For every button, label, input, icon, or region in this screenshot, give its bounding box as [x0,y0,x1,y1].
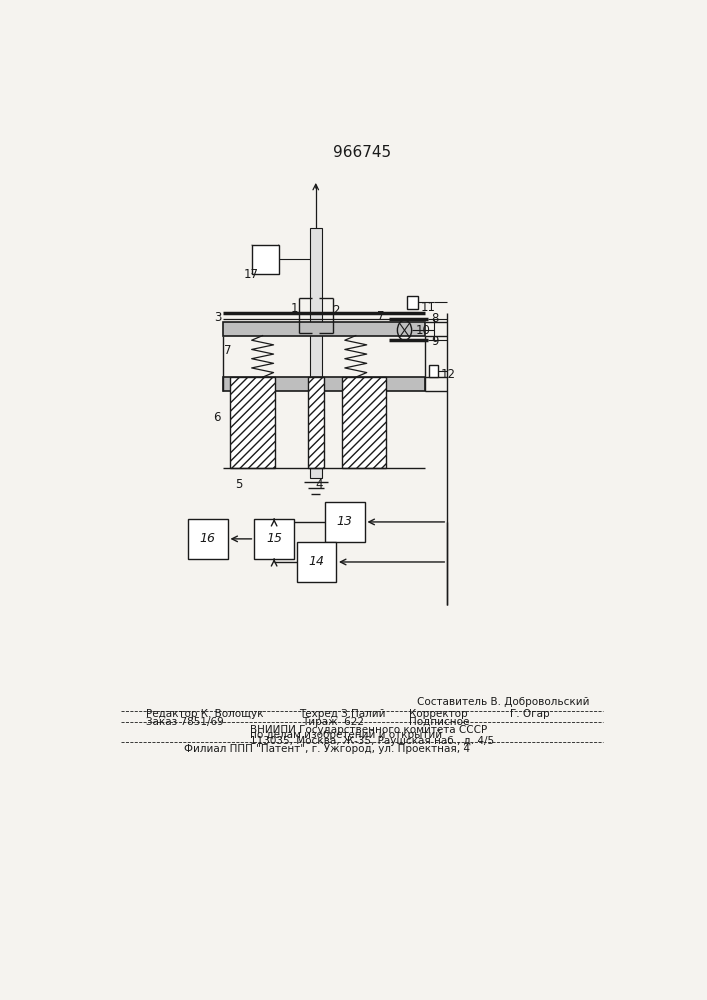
Text: Подписное: Подписное [409,717,469,727]
Text: 15: 15 [266,532,282,545]
Text: Редактор К. Волощук: Редактор К. Волощук [146,709,264,719]
Bar [341,377,387,468]
Text: 10: 10 [416,324,431,337]
Text: Тираж  622: Тираж 622 [302,717,364,727]
Bar [310,228,322,478]
Text: 12: 12 [440,368,456,381]
Text: 16: 16 [200,532,216,545]
Bar [230,377,275,468]
Text: 11: 11 [421,301,436,314]
Bar [429,365,438,377]
Bar [223,322,426,336]
Text: Заказ 7851/69: Заказ 7851/69 [146,717,223,727]
Bar [407,296,419,309]
Text: 17: 17 [243,267,259,280]
Text: 6: 6 [214,411,221,424]
Text: ВНИИПИ Государственного комитета СССР: ВНИИПИ Государственного комитета СССР [250,725,487,735]
Bar [188,519,228,559]
Bar [325,502,365,542]
Bar [223,377,426,391]
Text: Корректор: Корректор [409,709,467,719]
Text: Составитель В. Добровольский: Составитель В. Добровольский [417,697,590,707]
Text: Техред З.Палий: Техред З.Палий [299,709,386,719]
Text: Г. Огар: Г. Огар [510,709,550,719]
Text: 7: 7 [377,310,385,323]
Text: 8: 8 [431,312,439,325]
Text: 5: 5 [235,478,243,491]
Text: 13: 13 [337,515,353,528]
Text: 113035, Москва, Ж-35, Раушская наб., д. 4/5: 113035, Москва, Ж-35, Раушская наб., д. … [250,736,494,746]
Text: 9: 9 [431,335,439,348]
Text: 2: 2 [332,304,339,317]
Bar [252,245,279,274]
Text: 1: 1 [291,302,298,315]
Text: Филиал ППП "Патент", г. Ужгород, ул. Проектная, 4: Филиал ППП "Патент", г. Ужгород, ул. Про… [185,744,470,754]
Text: 4: 4 [316,478,323,491]
Bar [297,542,336,582]
Text: 7: 7 [223,344,231,358]
Text: 14: 14 [308,555,325,568]
Text: 3: 3 [214,311,222,324]
Bar [255,519,294,559]
Text: 966745: 966745 [333,145,392,160]
Bar [308,377,324,468]
Text: по делам изобретений и открытий: по делам изобретений и открытий [250,730,442,740]
